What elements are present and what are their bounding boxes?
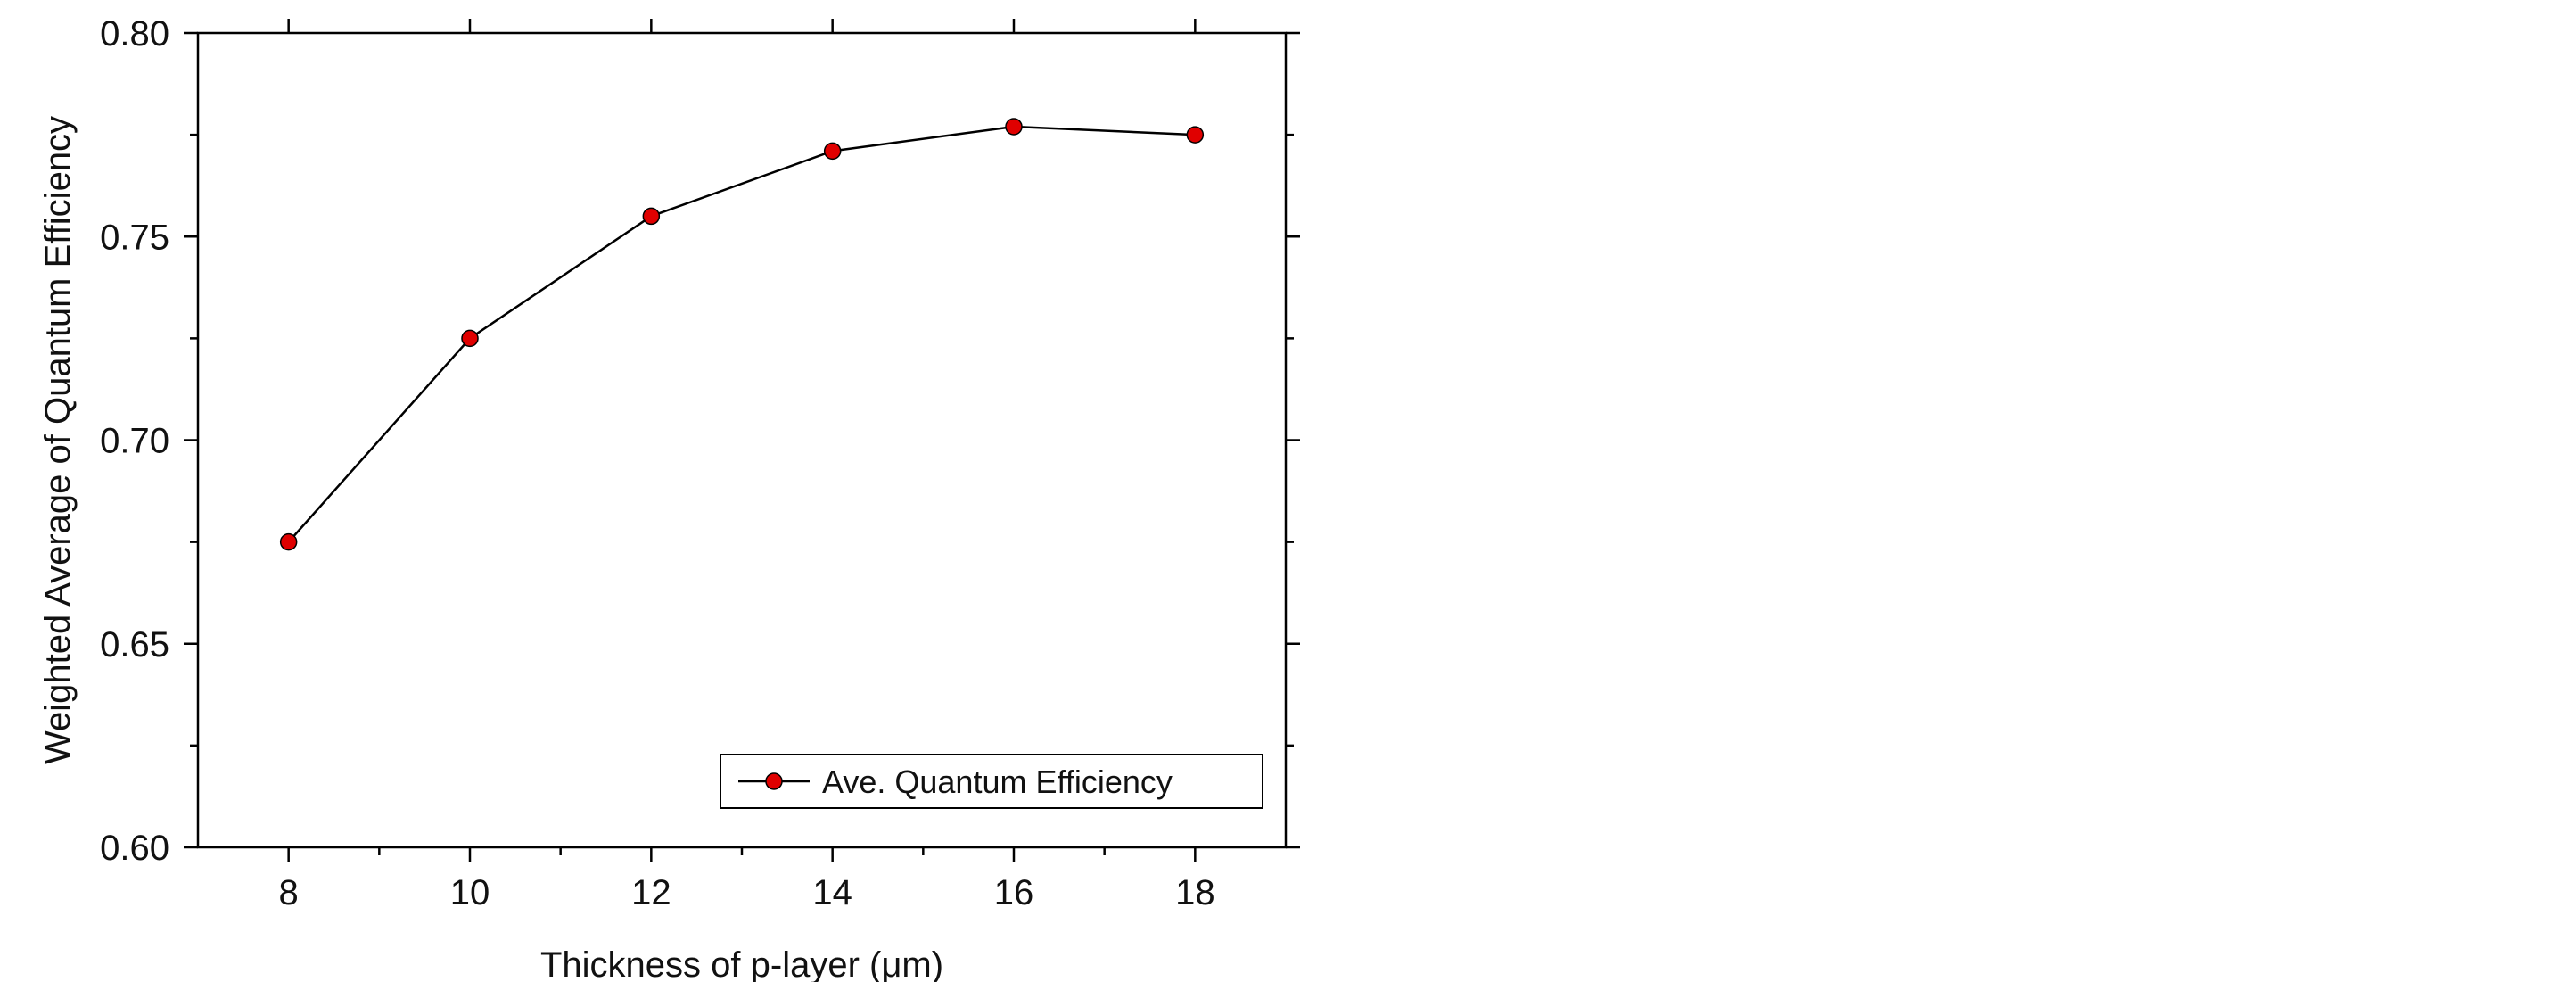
y-tick-label: 0.75 [100,218,169,257]
data-point [279,532,298,551]
y-tick-label: 0.60 [100,829,169,868]
y-tick-label: 0.80 [100,14,169,54]
y-axis: 0.60 0.65 0.70 0.75 0.80 [100,14,1300,868]
y-tick-label: 0.70 [100,422,169,461]
x-tick-label: 18 [1175,873,1215,912]
x-tick-label: 10 [450,873,490,912]
legend-box [720,754,1263,809]
x-tick-label: 16 [994,873,1034,912]
y-axis-title: Weighted Average of Quantum Efficiency [38,116,78,764]
series-line [287,125,1196,543]
x-axis: 8 10 12 14 16 18 [279,19,1215,912]
x-tick-label: 12 [631,873,671,912]
data-point [823,142,842,161]
x-tick-label: 8 [279,873,299,912]
data-point [642,207,661,226]
data-point [461,329,479,348]
data-point [1005,118,1023,136]
legend-marker [765,772,783,790]
legend: Ave. Quantum Efficiency [720,754,1263,809]
x-tick-label: 14 [812,873,852,912]
legend-entry-label: Ave. Quantum Efficiency [822,763,1173,800]
data-point [1186,126,1205,144]
x-axis-title: Thickness of p-layer (μm) [540,945,943,982]
y-tick-label: 0.65 [100,625,169,664]
series-layer [279,118,1205,551]
